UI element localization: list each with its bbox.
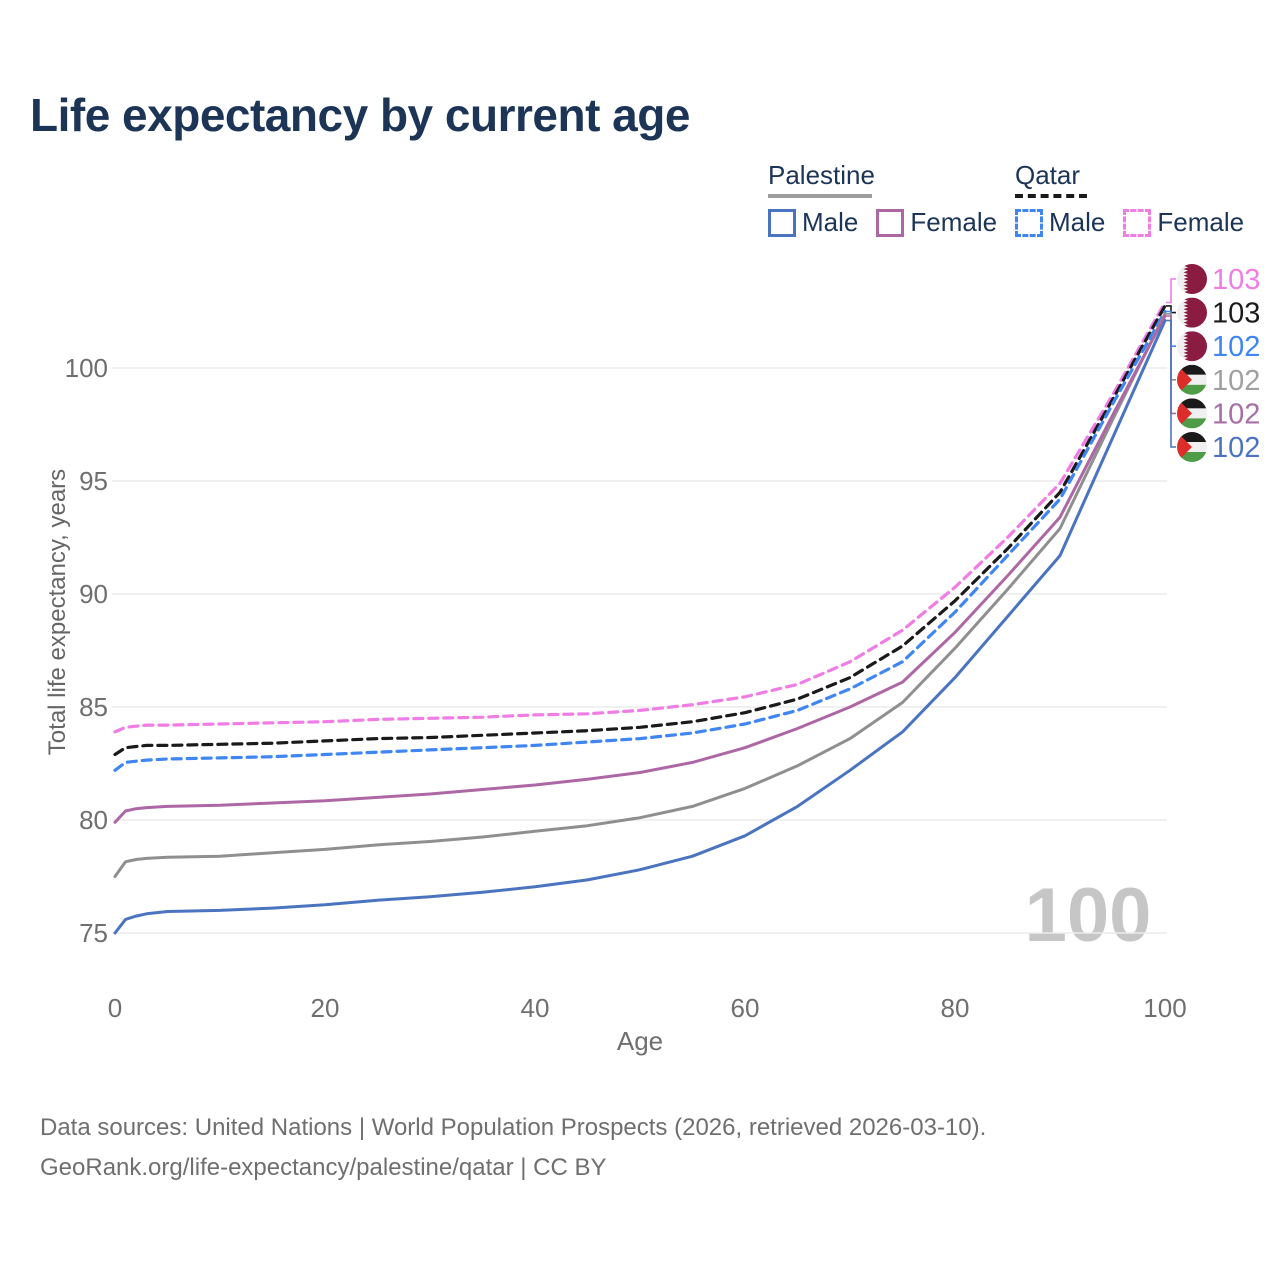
x-tick-20: 20 xyxy=(311,993,340,1023)
footer: Data sources: United Nations | World Pop… xyxy=(40,1108,986,1188)
legend-country-palestine[interactable]: Palestine xyxy=(768,160,1015,198)
end-value-qatar-all: 103 xyxy=(1212,298,1260,330)
end-value-palestine-male: 102 xyxy=(1212,432,1260,464)
label-connector-qatar-all xyxy=(1166,305,1176,314)
qatar-line-swatch xyxy=(1015,194,1087,198)
legend-country-palestine-label: Palestine xyxy=(768,160,875,190)
legend-country-qatar-label: Qatar xyxy=(1015,160,1081,190)
y-tick-80: 80 xyxy=(79,805,108,835)
y-tick-90: 90 xyxy=(79,579,108,609)
series-line-qatar-all[interactable] xyxy=(113,304,1167,757)
palestine-flag-icon xyxy=(1177,364,1207,395)
series-line-palestine-male[interactable] xyxy=(113,319,1167,935)
y-tick-75: 75 xyxy=(79,918,108,948)
x-tick-60: 60 xyxy=(731,993,760,1023)
qatar-flag-icon xyxy=(1177,331,1207,362)
palestine-flag-icon xyxy=(1177,432,1207,462)
legend-country-qatar[interactable]: Qatar xyxy=(1015,160,1262,198)
age-counter-watermark: 100 xyxy=(1024,873,1152,958)
legend-group-palestine: Palestine Male Female xyxy=(768,160,1015,238)
palestine-male-swatch[interactable] xyxy=(768,208,796,237)
legend-group-qatar: Qatar Male Female xyxy=(1015,160,1262,238)
x-tick-40: 40 xyxy=(521,993,550,1023)
end-value-qatar-male: 102 xyxy=(1212,331,1260,363)
label-connector-palestine-male xyxy=(1166,319,1176,448)
x-tick-80: 80 xyxy=(941,993,970,1023)
end-value-qatar-female: 103 xyxy=(1212,264,1260,296)
x-tick-100: 100 xyxy=(1143,993,1186,1023)
qatar-female-swatch[interactable] xyxy=(1123,208,1152,237)
qatar-flag-icon xyxy=(1177,297,1207,328)
end-value-palestine-all: 102 xyxy=(1212,365,1260,397)
legend-qatar-male-label[interactable]: Male xyxy=(1049,207,1106,237)
footer-data-sources: Data sources: United Nations | World Pop… xyxy=(40,1114,987,1141)
legend-palestine-male-label[interactable]: Male xyxy=(802,207,859,237)
series-line-qatar-female[interactable] xyxy=(113,300,1167,734)
palestine-line-swatch xyxy=(768,194,872,198)
qatar-flag-icon xyxy=(1177,264,1207,294)
series-line-qatar-male[interactable] xyxy=(113,309,1167,772)
page-title: Life expectancy by current age xyxy=(30,89,690,141)
x-axis-title: Age xyxy=(616,1026,664,1056)
end-value-palestine-female: 102 xyxy=(1212,398,1260,430)
palestine-flag-icon xyxy=(1177,398,1207,429)
palestine-female-swatch[interactable] xyxy=(876,208,905,237)
x-tick-0: 0 xyxy=(108,993,122,1023)
y-tick-95: 95 xyxy=(79,466,108,496)
legend-qatar-female-label[interactable]: Female xyxy=(1157,207,1245,237)
y-tick-85: 85 xyxy=(79,692,108,722)
qatar-male-swatch[interactable] xyxy=(1015,208,1043,237)
y-tick-100: 100 xyxy=(65,353,108,383)
series-line-palestine-all[interactable] xyxy=(113,312,1167,878)
series-line-palestine-female[interactable] xyxy=(113,314,1167,824)
label-connector-qatar-female xyxy=(1166,278,1176,304)
footer-attribution: GeoRank.org/life-expectancy/palestine/qa… xyxy=(40,1154,607,1181)
legend-palestine-female-label[interactable]: Female xyxy=(910,207,998,237)
